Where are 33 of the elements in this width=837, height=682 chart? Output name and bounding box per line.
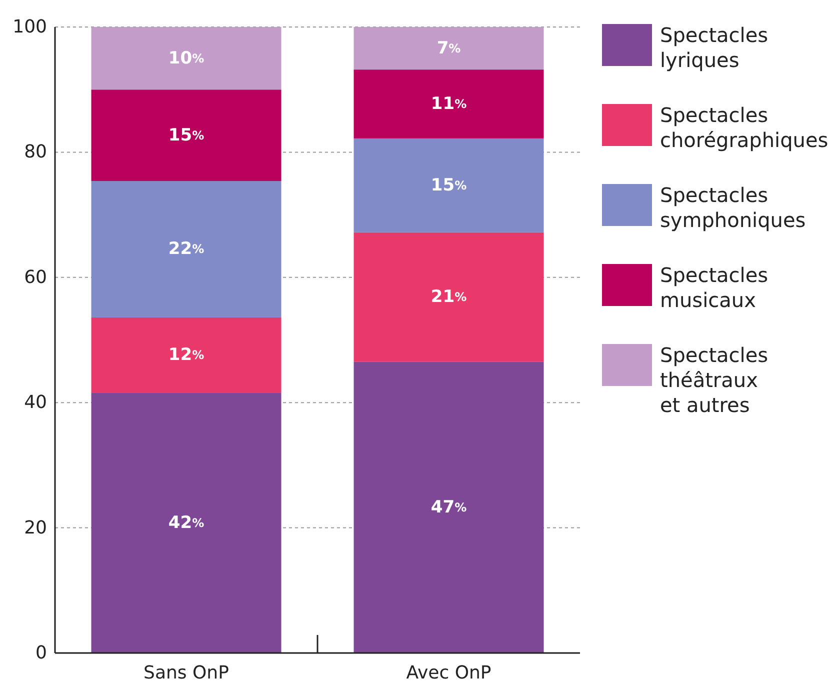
data-label: 21% [430,287,467,308]
data-label: 15% [430,175,467,196]
bar [354,232,544,362]
y-tick-label: 60 [24,266,47,288]
legend-label: Spectacles théâtraux et autres [660,343,768,417]
data-label: 12% [168,345,204,366]
data-label: 7% [436,38,461,58]
x-tick-label: Avec OnP [406,662,492,682]
bar [91,317,282,393]
legend-label: Spectacles chorégraphiques [660,103,828,152]
y-tick-label: 100 [12,16,47,38]
data-label: 42% [168,512,204,533]
bar [91,90,282,181]
y-tick-label: 40 [24,392,47,414]
y-tick-label: 20 [24,517,47,538]
legend-label: Spectacles symphoniques [660,183,806,232]
data-label: 47% [430,497,467,518]
bar [91,392,282,653]
data-label: 15% [168,125,204,146]
bar [91,180,282,318]
data-label: 22% [168,239,204,260]
legend-label: Spectacles lyriques [660,23,768,72]
bar [354,27,544,70]
y-tick-label: 0 [36,642,47,664]
x-tick-label: Sans OnP [144,662,230,682]
bar [354,362,544,653]
y-tick-label: 80 [24,142,47,163]
data-label: 11% [430,94,467,114]
bar [91,27,282,90]
bar [354,138,544,232]
data-label: 10% [168,48,204,68]
legend-label: Spectacles musicaux [660,263,768,312]
bar [354,70,544,138]
